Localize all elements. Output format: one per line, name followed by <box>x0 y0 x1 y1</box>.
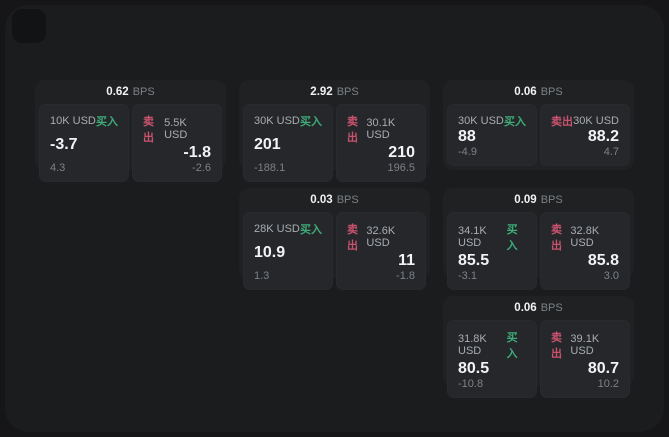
spread-card: 2.92 BPS 30K USD 买入 201 -188.1 卖出 30.1K … <box>239 80 430 182</box>
sell-panel[interactable]: 卖出 30K USD 88.2 4.7 <box>540 104 630 166</box>
sell-amount: 39.1K USD <box>570 333 600 357</box>
spread-card: 0.09 BPS 34.1K USD 买入 85.5 -3.1 卖出 32.8K… <box>443 188 634 290</box>
sell-label: 卖出 <box>551 116 573 128</box>
buy-amount: 31.8K USD <box>458 333 487 357</box>
buy-change: -10.8 <box>458 377 484 390</box>
buy-change: -4.9 <box>458 145 477 158</box>
buy-panel[interactable]: 31.8K USD 买入 80.5 -10.8 <box>447 320 537 398</box>
bps-header: 0.06 BPS <box>447 80 630 104</box>
sell-price: 85.8 <box>587 252 619 269</box>
sell-panel[interactable]: 卖出 32.6K USD 11 -1.8 <box>336 212 426 290</box>
spread-card: 0.06 BPS 31.8K USD 买入 80.5 -10.8 卖出 39.1… <box>443 296 634 398</box>
sell-panel[interactable]: 卖出 32.8K USD 85.8 3.0 <box>540 212 630 290</box>
sell-change: 3.0 <box>603 269 619 282</box>
buy-label: 买入 <box>506 332 518 360</box>
bps-unit: BPS <box>540 86 563 98</box>
spread-card: 0.06 BPS 30K USD 买入 88 -4.9 卖出 30K USD 8… <box>443 80 634 170</box>
sell-amount: 30.1K USD <box>366 117 396 141</box>
bps-value: 2.92 <box>310 86 333 98</box>
spread-card: 0.03 BPS 28K USD 买入 10.9 1.3 卖出 32.6K US… <box>239 188 430 290</box>
buy-change: 1.3 <box>254 269 270 282</box>
bps-header: 0.03 BPS <box>243 188 426 212</box>
buy-panel[interactable]: 30K USD 买入 88 -4.9 <box>447 104 537 166</box>
buy-amount: 30K USD <box>458 115 504 127</box>
buy-change: 4.3 <box>50 161 66 174</box>
buy-panel[interactable]: 10K USD 买入 -3.7 4.3 <box>39 104 129 182</box>
sell-label: 卖出 <box>347 224 358 252</box>
sell-change: -2.6 <box>192 161 211 174</box>
buy-price: 85.5 <box>458 252 490 269</box>
spread-card: 0.62 BPS 10K USD 买入 -3.7 4.3 卖出 5.5K USD… <box>35 80 226 182</box>
buy-label: 买入 <box>96 116 118 128</box>
sell-price: -1.8 <box>183 144 211 161</box>
bps-header: 0.06 BPS <box>447 296 630 320</box>
bps-value: 0.06 <box>514 86 537 98</box>
buy-amount: 30K USD <box>254 115 300 127</box>
bps-unit: BPS <box>336 86 359 98</box>
sell-change: -1.8 <box>396 269 415 282</box>
bps-header: 2.92 BPS <box>243 80 426 104</box>
sell-change: 196.5 <box>387 161 415 174</box>
buy-amount: 28K USD <box>254 223 300 235</box>
bps-value: 0.62 <box>106 86 129 98</box>
sell-amount: 5.5K USD <box>164 117 188 141</box>
sell-amount: 32.8K USD <box>570 225 600 249</box>
sell-price: 210 <box>388 144 415 161</box>
buy-price: -3.7 <box>50 136 78 153</box>
buy-label: 买入 <box>300 224 322 236</box>
bps-value: 0.06 <box>514 302 537 314</box>
sell-price: 11 <box>398 252 415 269</box>
sell-panel[interactable]: 卖出 39.1K USD 80.7 10.2 <box>540 320 630 398</box>
sell-change: 10.2 <box>597 377 619 390</box>
sell-label: 卖出 <box>551 332 562 360</box>
sell-change: 4.7 <box>603 145 619 158</box>
spread-card-grid: 0.62 BPS 10K USD 买入 -3.7 4.3 卖出 5.5K USD… <box>35 80 634 398</box>
buy-price: 80.5 <box>458 360 490 377</box>
sell-amount: 30K USD <box>573 115 619 127</box>
bps-unit: BPS <box>540 302 563 314</box>
buy-panel[interactable]: 28K USD 买入 10.9 1.3 <box>243 212 333 290</box>
buy-price: 201 <box>254 136 281 153</box>
buy-amount: 10K USD <box>50 115 96 127</box>
sell-panel[interactable]: 卖出 30.1K USD 210 196.5 <box>336 104 426 182</box>
bps-unit: BPS <box>132 86 155 98</box>
bps-unit: BPS <box>540 194 563 206</box>
bps-header: 0.09 BPS <box>447 188 630 212</box>
bps-value: 0.09 <box>514 194 537 206</box>
bps-value: 0.03 <box>310 194 333 206</box>
buy-label: 买入 <box>506 224 518 252</box>
sell-price: 80.7 <box>587 360 619 377</box>
sell-panel[interactable]: 卖出 5.5K USD -1.8 -2.6 <box>132 104 222 182</box>
buy-change: -188.1 <box>254 161 286 174</box>
buy-label: 买入 <box>300 116 322 128</box>
sell-amount: 32.6K USD <box>366 225 396 249</box>
buy-change: -3.1 <box>458 269 477 282</box>
bps-header: 0.62 BPS <box>39 80 222 104</box>
sell-label: 卖出 <box>551 224 562 252</box>
buy-panel[interactable]: 30K USD 买入 201 -188.1 <box>243 104 333 182</box>
buy-amount: 34.1K USD <box>458 225 487 249</box>
sell-price: 88.2 <box>587 128 619 146</box>
buy-panel[interactable]: 34.1K USD 买入 85.5 -3.1 <box>447 212 537 290</box>
bps-unit: BPS <box>336 194 359 206</box>
window-icon <box>12 9 46 43</box>
buy-price: 10.9 <box>254 244 286 261</box>
buy-label: 买入 <box>504 116 526 128</box>
buy-price: 88 <box>458 128 476 146</box>
sell-label: 卖出 <box>347 116 358 144</box>
sell-label: 卖出 <box>143 116 154 144</box>
